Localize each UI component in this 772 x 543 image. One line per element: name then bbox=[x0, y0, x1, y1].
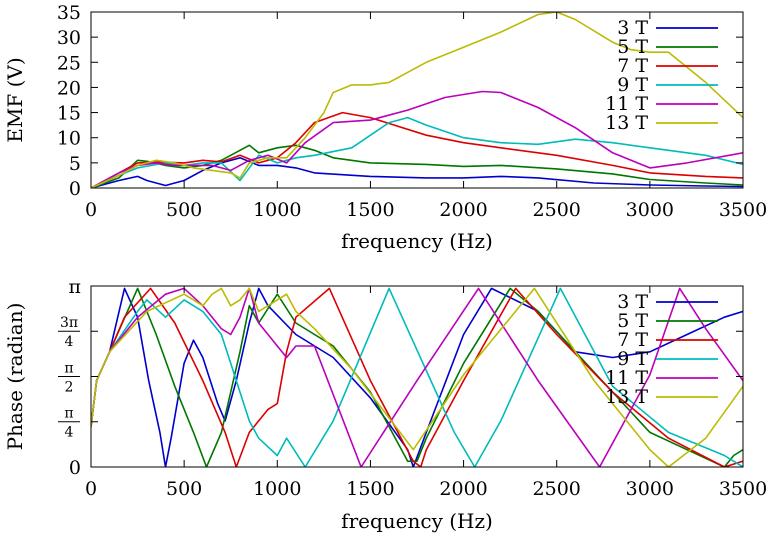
x-tick-label: 3000 bbox=[626, 478, 674, 500]
x-tick-label: 2500 bbox=[533, 478, 581, 500]
x-tick-label: 1500 bbox=[346, 478, 394, 500]
x-tick-label: 2000 bbox=[439, 199, 487, 221]
y-tick-label: π bbox=[69, 276, 82, 298]
y-tick-label-numerator: π bbox=[64, 360, 73, 376]
y-tick-label-denominator: 4 bbox=[65, 425, 74, 441]
legend-label: 9 T bbox=[617, 74, 648, 96]
series-line-11t bbox=[91, 90, 743, 188]
y-tick-label: 35 bbox=[57, 2, 81, 24]
x-tick-label: 1000 bbox=[253, 199, 301, 221]
legend-label: 13 T bbox=[605, 386, 648, 408]
x-tick-label: 1000 bbox=[253, 478, 301, 500]
legend-label: 9 T bbox=[617, 348, 648, 370]
series-line-5t bbox=[91, 287, 743, 467]
y-tick-label: 10 bbox=[57, 128, 81, 150]
series-line-13t bbox=[91, 12, 743, 188]
legend-label: 11 T bbox=[605, 367, 648, 389]
y-tick-label: 0 bbox=[69, 178, 81, 200]
y-tick-label: 15 bbox=[57, 103, 81, 125]
y-axis-label: EMF (V) bbox=[3, 57, 27, 142]
x-tick-label: 3500 bbox=[719, 199, 767, 221]
x-tick-label: 2000 bbox=[439, 478, 487, 500]
legend-label: 5 T bbox=[617, 310, 648, 332]
x-tick-label: 0 bbox=[85, 199, 97, 221]
legend-label: 13 T bbox=[605, 112, 648, 134]
y-axis-label: Phase (radian) bbox=[3, 303, 27, 451]
emf-chart: 0 500 1000 1500 2000 2500 3000 3500 0 5 10 15 20 25 30… bbox=[3, 2, 767, 253]
y-tick-label-numerator: π bbox=[64, 406, 73, 422]
y-tick-label-denominator: 2 bbox=[65, 379, 74, 395]
plot-frame bbox=[90, 11, 744, 189]
x-tick-label: 500 bbox=[166, 478, 202, 500]
series-group bbox=[91, 12, 743, 188]
y-tick-label-denominator: 4 bbox=[65, 334, 74, 350]
x-tick-label: 3000 bbox=[626, 199, 674, 221]
x-tick-label: 3500 bbox=[719, 478, 767, 500]
legend: 3 T5 T7 T9 T11 T13 T bbox=[605, 291, 718, 408]
x-axis-label: frequency (Hz) bbox=[341, 229, 493, 253]
series-line-3t bbox=[91, 157, 743, 188]
legend-label: 3 T bbox=[617, 291, 648, 313]
series-group bbox=[91, 287, 743, 467]
phase-chart: 0 500 1000 1500 2000 2500 3000 3500 0 π 4 π 2 3π 4 π fre… bbox=[3, 276, 767, 533]
y-tick-label: 0 bbox=[69, 457, 81, 479]
y-tick-label: 5 bbox=[69, 153, 81, 175]
legend-label: 7 T bbox=[617, 329, 648, 351]
series-line-11t bbox=[91, 287, 743, 467]
x-tick-label: 1500 bbox=[346, 199, 394, 221]
x-tick-label: 0 bbox=[85, 478, 97, 500]
series-line-9t bbox=[91, 287, 743, 467]
series-line-5t bbox=[91, 144, 743, 188]
legend-label: 5 T bbox=[617, 36, 648, 58]
y-tick-label: 30 bbox=[57, 27, 81, 49]
legend-label: 3 T bbox=[617, 17, 648, 39]
x-tick-label: 2500 bbox=[533, 199, 581, 221]
series-line-13t bbox=[91, 287, 743, 467]
legend: 3 T5 T7 T9 T11 T13 T bbox=[605, 17, 718, 134]
legend-label: 7 T bbox=[617, 55, 648, 77]
y-tick-label: 20 bbox=[57, 77, 81, 99]
legend-label: 11 T bbox=[605, 93, 648, 115]
y-tick-label-numerator: 3π bbox=[60, 315, 78, 331]
x-axis-label: frequency (Hz) bbox=[341, 509, 493, 533]
x-tick-label: 500 bbox=[166, 199, 202, 221]
y-tick-label: 25 bbox=[57, 52, 81, 74]
